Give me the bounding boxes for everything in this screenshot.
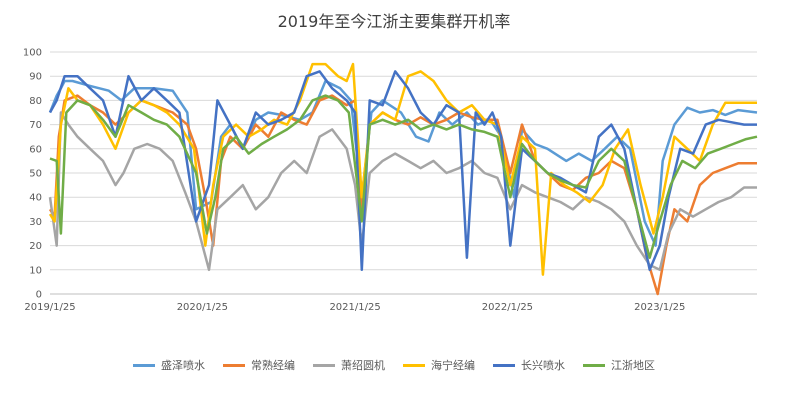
y-tick-label: 20	[29, 241, 42, 252]
y-tick-label: 100	[23, 48, 42, 59]
legend-swatch	[403, 363, 425, 367]
y-tick-label: 0	[36, 290, 42, 301]
legend-item: 海宁经编	[403, 357, 475, 373]
legend-item: 萧绍圆机	[313, 357, 385, 373]
legend-swatch	[133, 363, 155, 367]
y-tick-label: 50	[29, 169, 42, 180]
legend-swatch	[583, 363, 605, 367]
legend-swatch	[493, 363, 515, 367]
legend-label: 江浙地区	[611, 359, 655, 372]
x-tick-label: 2021/1/25	[329, 302, 380, 313]
x-tick-label: 2019/1/25	[24, 302, 75, 313]
y-tick-label: 30	[29, 217, 42, 228]
legend-label: 常熟经编	[251, 359, 295, 372]
x-tick-label: 2020/1/25	[177, 302, 228, 313]
legend-swatch	[313, 363, 335, 367]
series-line-2	[48, 111, 757, 272]
y-axis-ticks: 0 10 20 30 40 50 60 70 80 90 100	[23, 48, 42, 301]
y-tick-label: 90	[29, 72, 42, 83]
series-line-5	[49, 94, 758, 259]
legend-swatch	[223, 363, 245, 367]
series-line-0	[48, 79, 758, 247]
legend-label: 海宁经编	[431, 359, 475, 372]
y-tick-label: 80	[29, 96, 42, 107]
legend-label: 盛泽喷水	[161, 359, 205, 372]
series-line-4	[48, 70, 757, 272]
legend-label: 萧绍圆机	[341, 359, 385, 372]
y-tick-label: 40	[29, 193, 42, 204]
x-tick-label: 2022/1/25	[482, 302, 533, 313]
y-tick-label: 10	[29, 265, 42, 276]
x-tick-label: 2023/1/25	[634, 302, 685, 313]
legend-item: 盛泽喷水	[133, 357, 205, 373]
legend-item: 常熟经编	[223, 357, 295, 373]
x-axis-ticks: 2019/1/25 2020/1/25 2021/1/25 2022/1/25 2023…	[24, 302, 685, 313]
legend-item: 江浙地区	[583, 357, 655, 373]
legend: 盛泽喷水 常熟经编 萧绍圆机 海宁经编 长兴喷水 江浙地区	[0, 357, 788, 373]
legend-item: 长兴喷水	[493, 357, 565, 373]
series-lines	[48, 62, 758, 296]
line-chart: 0 10 20 30 40 50 60 70 80 90 100 2019/1/25 2020/1/2…	[23, 48, 758, 313]
chart-title: 2019年至今江浙主要集群开机率	[277, 12, 511, 31]
legend-label: 长兴喷水	[521, 359, 565, 372]
series-line-3	[48, 62, 757, 276]
y-tick-label: 70	[29, 120, 42, 131]
y-tick-label: 60	[29, 144, 42, 155]
